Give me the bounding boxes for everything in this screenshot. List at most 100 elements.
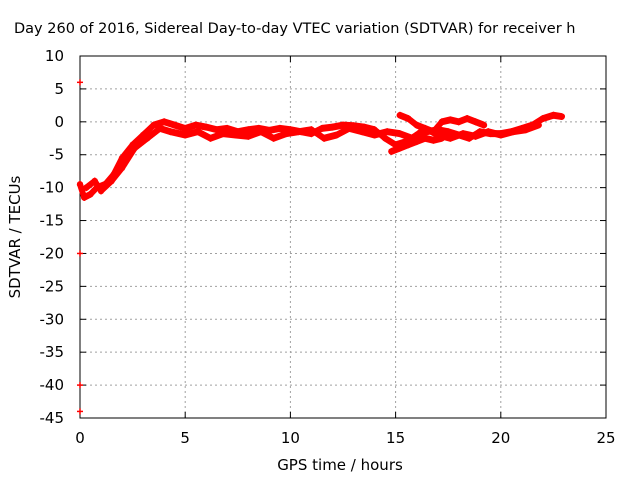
data-trace-segment [146, 129, 161, 142]
data-trace-segment [415, 139, 427, 146]
data-trace-segment [398, 146, 410, 152]
edge-marker-point [77, 79, 83, 86]
x-axis-label: GPS time / hours [277, 456, 403, 474]
data-points [76, 79, 566, 415]
data-trace-segment [398, 111, 410, 118]
grid-lines [80, 56, 606, 418]
x-tick-label: 25 [596, 429, 615, 447]
y-tick-label: 10 [45, 47, 64, 65]
data-trace-segment [257, 124, 271, 129]
y-tick-label: -20 [40, 244, 65, 262]
data-trace-segment [169, 128, 187, 134]
data-trace-segment [474, 118, 485, 124]
data-trace-segment [184, 133, 199, 139]
y-tick-label: -40 [40, 376, 65, 394]
data-trace-segment [158, 124, 172, 131]
y-tick-label: 5 [54, 80, 64, 98]
data-trace-segment [449, 135, 464, 142]
data-trace-segment [499, 133, 515, 139]
data-trace-segment [222, 130, 237, 134]
data-trace-segment [331, 126, 344, 131]
data-point [480, 121, 488, 129]
data-point [535, 121, 542, 129]
x-tick-label: 10 [281, 429, 300, 447]
data-trace-segment [320, 128, 334, 132]
data-trace-segment [173, 121, 187, 127]
data-trace-segment [89, 189, 98, 198]
edge-marker-point [77, 250, 83, 257]
x-tick-label: 5 [180, 429, 190, 447]
data-trace-segment [512, 131, 528, 136]
data-trace-segment [196, 128, 212, 137]
data-trace-segment [272, 135, 288, 142]
data-trace-segment [457, 120, 469, 126]
data-point [438, 135, 446, 142]
data-trace-segment [278, 124, 292, 129]
data-trace-segment [466, 115, 477, 121]
y-axis-label: SDTVAR / TECUs [6, 175, 24, 298]
data-trace-segment [205, 123, 218, 129]
data-point [558, 113, 566, 120]
data-trace-segment [323, 136, 338, 142]
data-trace-segment [415, 121, 427, 127]
data-trace-segment [384, 134, 397, 144]
data-trace-segment [407, 143, 418, 149]
data-trace-segment [447, 128, 460, 134]
data-trace-segment [194, 121, 208, 126]
y-tick-label: -25 [40, 277, 65, 295]
data-trace-segment [407, 115, 418, 124]
y-tick-label: 0 [54, 113, 64, 131]
y-tick-label: -30 [40, 310, 65, 328]
data-trace-segment [360, 128, 376, 134]
x-tick-label: 20 [491, 429, 510, 447]
data-trace-segment [209, 135, 225, 142]
data-trace-segment [310, 126, 326, 137]
data-trace-segment [335, 129, 351, 139]
data-trace-segment [386, 128, 401, 133]
data-trace-segment [363, 123, 376, 129]
data-trace-segment [119, 145, 138, 171]
data-trace-segment [285, 133, 300, 138]
data-trace-segment [474, 133, 490, 140]
data-trace-segment [398, 130, 414, 137]
data-trace-segment [432, 123, 443, 136]
y-tick-labels: 10 5 0 -5 -10 -15 -20 -25 -30 -35 -40 -45 [40, 47, 65, 427]
y-tick-label: -10 [40, 179, 65, 197]
x-tick-label: 15 [386, 429, 405, 447]
x-tick-labels: 0 5 10 15 20 25 [75, 429, 615, 447]
y-tick-label: -5 [49, 146, 64, 164]
data-trace-segment [79, 180, 86, 197]
y-tick-label: -15 [40, 212, 65, 230]
data-trace-segment [184, 126, 197, 132]
plot-frame [79, 55, 607, 419]
data-trace-segment [487, 128, 502, 134]
data-trace-segment [247, 133, 262, 140]
data-trace-segment [268, 129, 281, 134]
data-trace-segment [83, 195, 92, 202]
y-tick-label: -35 [40, 343, 65, 361]
edge-marker-point [77, 382, 83, 389]
data-trace-segment [259, 128, 275, 137]
data-trace-segment [390, 149, 401, 155]
data-trace-segment [436, 131, 452, 137]
data-trace-segment [163, 118, 176, 124]
data-trace-segment [93, 177, 103, 190]
x-tick-label: 0 [75, 429, 85, 447]
data-trace-segment [85, 182, 96, 192]
data-trace-segment [541, 116, 555, 123]
data-trace-segment [348, 124, 363, 131]
data-trace-segment [121, 149, 136, 172]
data-trace-segment [297, 131, 313, 136]
data-trace-segment [133, 139, 149, 152]
y-tick-label: -45 [40, 409, 65, 427]
data-trace-segment [226, 124, 239, 131]
edge-marker-point [77, 408, 83, 415]
data-trace-segment [110, 169, 124, 185]
data-trace-segment [142, 126, 155, 139]
data-trace-segment [373, 133, 389, 139]
data-trace-segment [352, 122, 366, 126]
chart-title: Day 260 of 2016, Sidereal Day-to-day VTE… [14, 21, 575, 37]
data-trace-segment [525, 126, 540, 134]
